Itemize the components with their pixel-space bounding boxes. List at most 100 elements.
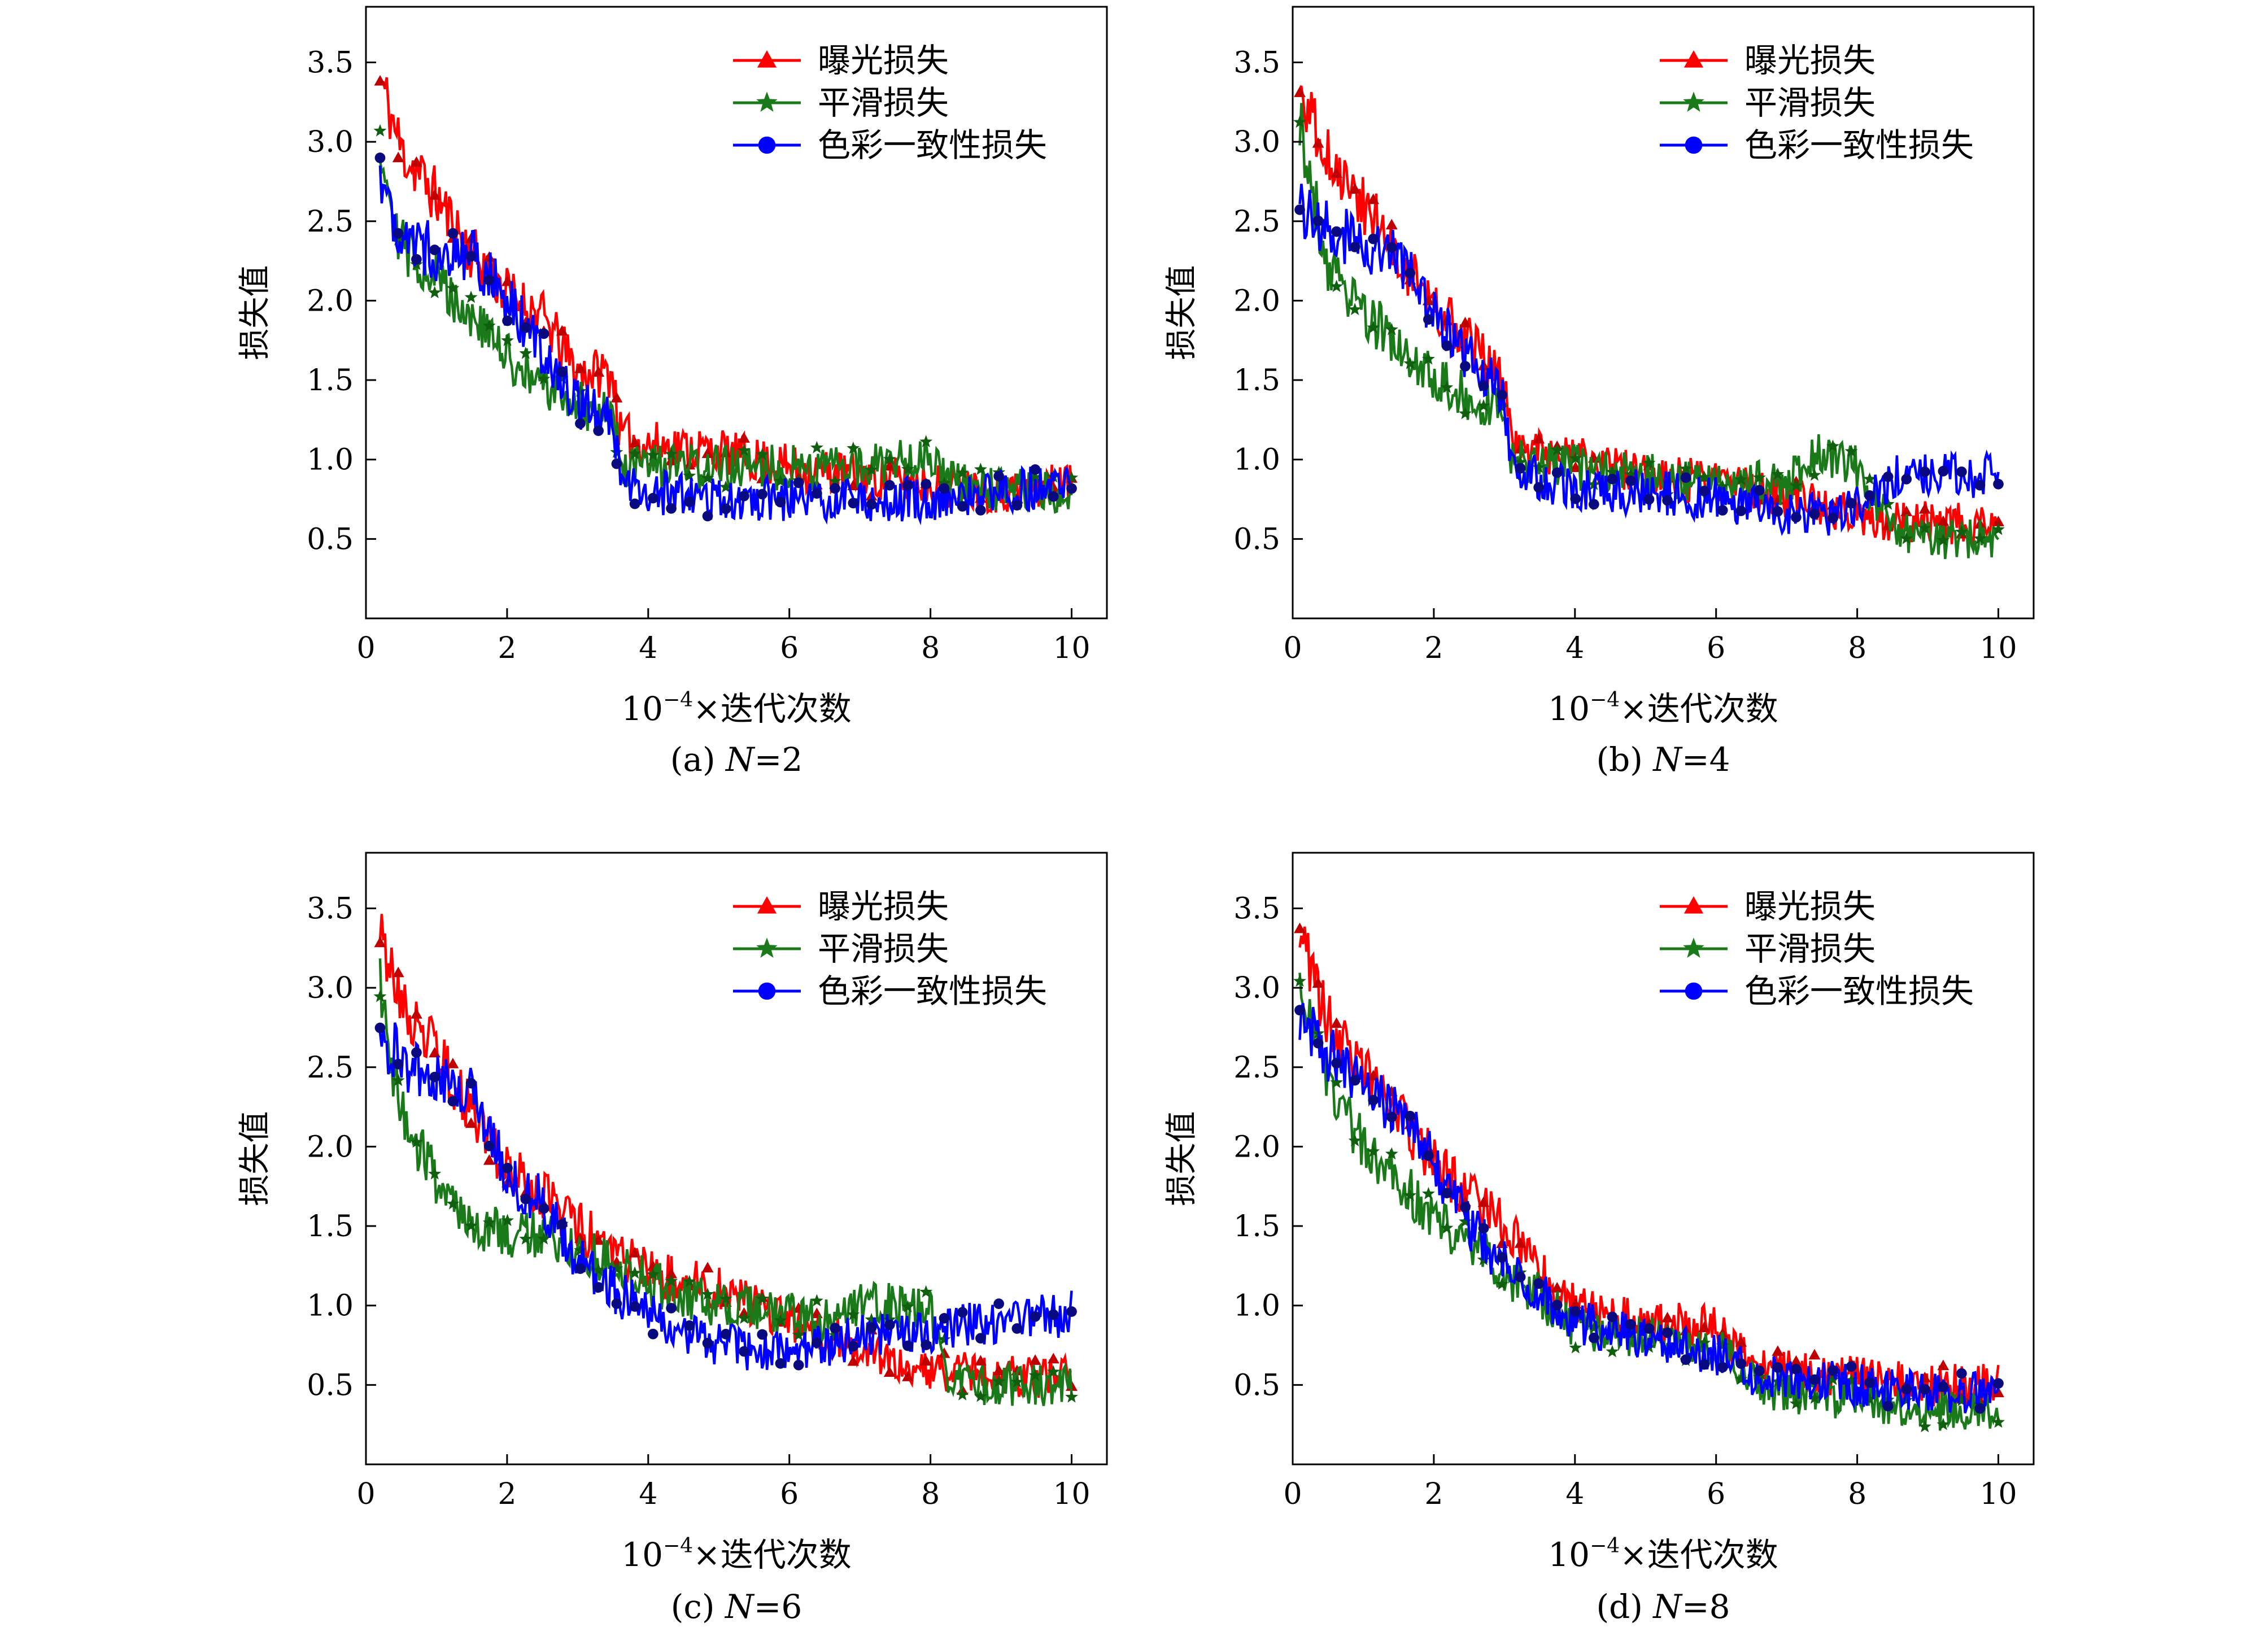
data-point-color: [1423, 1150, 1434, 1161]
data-point-smooth: [1348, 303, 1362, 315]
y-axis-label: 损失值: [1163, 265, 1200, 360]
data-point-color: [1607, 1311, 1618, 1323]
data-point-smooth: [683, 469, 696, 482]
data-point-exposure: [429, 189, 441, 200]
data-point-color: [1349, 241, 1360, 252]
y-tick-label: 0.5: [307, 1368, 354, 1402]
data-point-color: [483, 1140, 495, 1151]
x-tick-label: 8: [1848, 1477, 1866, 1511]
data-point-smooth: [1330, 1075, 1344, 1088]
data-point-color: [1423, 314, 1434, 325]
data-point-color: [556, 366, 568, 377]
x-tick-label: 2: [498, 631, 516, 665]
y-axis-label: 损失值: [237, 1111, 273, 1206]
data-point-smooth: [1532, 460, 1546, 473]
data-point-color: [1570, 1306, 1581, 1317]
data-point-color: [720, 503, 731, 514]
data-point-exposure: [1331, 1017, 1343, 1028]
data-point-smooth: [665, 447, 678, 460]
legend-label-color: 色彩一致性损失: [818, 126, 1047, 164]
data-point-color: [1901, 474, 1912, 485]
data-point-exposure: [374, 75, 386, 86]
data-point-smooth: [1569, 452, 1582, 464]
data-point-smooth: [883, 1312, 896, 1325]
data-point-smooth: [1863, 1392, 1877, 1405]
data-point-color: [1625, 1319, 1636, 1330]
x-tick-label: 10: [1979, 631, 2017, 665]
legend-label-color: 色彩一致性损失: [1744, 126, 1974, 164]
data-point-smooth: [1028, 1368, 1042, 1381]
data-point-smooth: [1992, 522, 2005, 535]
legend-label-exposure: 曝光损失: [1744, 887, 1876, 926]
plot-area: [373, 75, 1078, 526]
data-point-exposure: [483, 1154, 495, 1165]
data-point-color: [593, 425, 604, 437]
data-point-color: [1864, 1377, 1875, 1388]
y-tick-label: 1.0: [1233, 443, 1280, 477]
data-point-exposure: [738, 432, 750, 443]
data-point-color: [1974, 479, 1986, 491]
data-point-smooth: [1716, 479, 1729, 492]
data-point-color: [848, 498, 859, 509]
data-point-smooth: [1716, 1338, 1729, 1351]
series-line-color: [378, 165, 1073, 526]
data-point-color: [1386, 1111, 1397, 1123]
data-point-smooth: [574, 384, 587, 397]
data-point-color: [1570, 493, 1581, 504]
legend-label-color: 色彩一致性损失: [818, 972, 1047, 1010]
data-point-color: [502, 1162, 513, 1174]
legend-marker-color: [758, 982, 776, 1000]
data-point-smooth: [1385, 1147, 1398, 1160]
y-tick-label: 2.5: [307, 205, 354, 239]
legend-marker-smooth: [756, 91, 778, 112]
x-tick-label: 6: [1707, 631, 1725, 665]
data-point-exposure: [665, 1267, 678, 1279]
data-point-color: [1643, 494, 1655, 505]
axes-frame: [365, 852, 1108, 1465]
panel-caption: (d) N=8: [1596, 1587, 1730, 1626]
data-point-color: [921, 478, 932, 490]
data-point-exposure: [1294, 922, 1306, 934]
y-tick-label: 3.5: [1233, 46, 1280, 80]
data-point-smooth: [810, 1294, 823, 1307]
data-point-exposure: [1349, 183, 1361, 194]
data-point-color: [921, 1340, 932, 1350]
x-tick-label: 10: [1053, 1477, 1090, 1511]
data-point-smooth: [1367, 321, 1380, 334]
data-point-smooth: [1771, 467, 1785, 480]
data-point-smooth: [1385, 322, 1398, 335]
chart-panel-1: 0 2 4 6 8 10 0.5 1.0 1.5 2.0 2.5 3.0 3.5 损失值 10−4×迭代次数…: [237, 6, 1108, 779]
y-tick-label: 2.5: [1233, 205, 1280, 239]
legend-marker-exposure: [757, 896, 777, 914]
x-axis-label: 10−4×迭代次数: [621, 688, 852, 728]
legend-label-smooth: 平滑损失: [1744, 930, 1876, 968]
data-point-color: [1882, 471, 1894, 482]
data-point-exposure: [974, 1355, 987, 1366]
data-point-smooth: [1734, 1372, 1748, 1385]
data-point-color: [1312, 1037, 1324, 1049]
data-point-color: [1551, 467, 1563, 478]
data-point-color: [884, 1319, 895, 1331]
data-point-smooth: [373, 989, 387, 1002]
data-point-color: [739, 1346, 749, 1357]
data-point-color: [830, 1323, 840, 1334]
data-point-color: [993, 470, 1004, 482]
data-point-exposure: [1029, 1354, 1041, 1365]
data-point-exposure: [465, 1117, 477, 1128]
data-point-color: [483, 274, 495, 286]
data-point-smooth: [719, 480, 732, 493]
data-point-color: [1551, 1299, 1563, 1311]
data-point-smooth: [956, 466, 969, 479]
data-point-color: [1680, 1354, 1691, 1366]
data-point-smooth: [1421, 1187, 1435, 1199]
series-line-color: [1298, 1002, 2000, 1414]
x-tick-label: 8: [921, 1477, 940, 1511]
data-point-exposure: [1937, 515, 1949, 526]
data-point-color: [575, 418, 586, 429]
axes-frame: [365, 6, 1108, 620]
data-point-smooth: [847, 441, 860, 454]
data-point-color: [556, 1219, 568, 1230]
data-point-color: [1460, 361, 1471, 372]
data-point-color: [1735, 505, 1747, 516]
data-point-color: [684, 1320, 695, 1331]
